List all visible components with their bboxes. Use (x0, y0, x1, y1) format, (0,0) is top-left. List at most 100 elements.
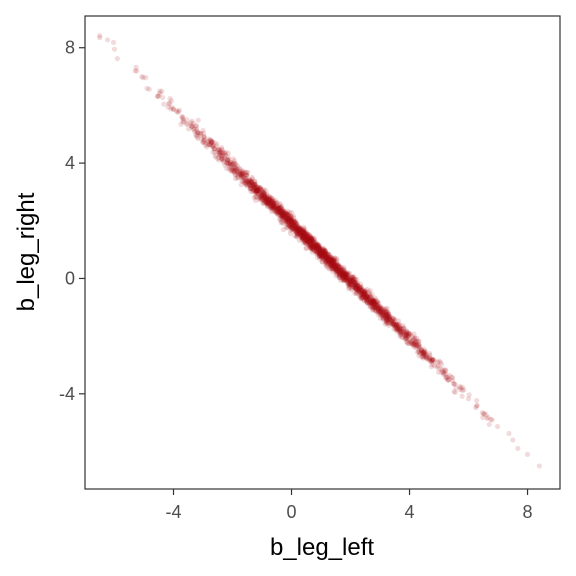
data-point (262, 196, 268, 202)
data-point (306, 235, 312, 241)
data-point (252, 178, 258, 184)
data-point (371, 298, 377, 304)
data-point (392, 323, 398, 329)
data-point (335, 266, 341, 272)
data-point (382, 309, 389, 315)
data-point (388, 317, 394, 324)
data-point (278, 205, 284, 211)
data-point (369, 301, 376, 307)
data-point (344, 270, 350, 276)
data-point (289, 225, 295, 231)
data-point (198, 130, 204, 137)
data-point (282, 215, 288, 221)
data-point (377, 311, 383, 317)
data-point (322, 247, 328, 254)
data-point (449, 377, 456, 383)
data-point (319, 250, 325, 257)
data-point (287, 223, 293, 229)
data-point (319, 249, 325, 255)
data-point (406, 331, 412, 337)
data-point (243, 177, 249, 183)
data-point (281, 208, 287, 214)
data-point (315, 248, 322, 254)
data-point (411, 342, 417, 348)
data-point (410, 335, 417, 341)
data-point (384, 309, 390, 315)
data-point (447, 372, 453, 379)
data-point (366, 297, 372, 303)
data-point (259, 192, 266, 199)
data-point (429, 357, 435, 363)
data-point (312, 244, 319, 250)
data-point (331, 259, 337, 265)
data-point (422, 349, 428, 355)
data-point (414, 338, 420, 344)
data-point (370, 304, 376, 311)
data-point (207, 141, 213, 148)
data-point (329, 262, 335, 268)
data-point (302, 238, 308, 244)
data-point (395, 326, 401, 333)
data-point (406, 330, 412, 336)
data-point (403, 332, 410, 338)
data-point (352, 290, 358, 296)
data-point (290, 219, 296, 225)
data-point (366, 291, 372, 297)
data-point (352, 285, 359, 291)
data-point (327, 257, 334, 263)
data-point (340, 275, 346, 281)
data-point (358, 296, 364, 302)
data-point (270, 201, 276, 207)
data-point (321, 247, 327, 254)
data-point (325, 255, 331, 261)
data-point (427, 355, 433, 362)
data-point (389, 317, 395, 323)
data-point (385, 317, 391, 323)
data-point (206, 142, 213, 148)
data-point (402, 336, 408, 342)
data-point (273, 203, 280, 209)
data-point (325, 251, 332, 257)
data-point (411, 344, 417, 350)
data-point (389, 320, 395, 326)
data-point (325, 256, 331, 262)
data-point (349, 274, 355, 280)
data-point (300, 231, 307, 237)
data-point (333, 263, 340, 269)
data-point (300, 230, 306, 236)
data-point (305, 235, 311, 241)
data-point (193, 123, 199, 129)
data-point (291, 215, 297, 221)
data-point (362, 288, 368, 294)
data-point (485, 414, 491, 420)
data-point (208, 140, 214, 146)
data-point (286, 215, 292, 221)
data-point (303, 236, 309, 243)
data-point (246, 179, 253, 185)
data-point (376, 309, 382, 315)
data-point (250, 183, 256, 189)
data-point (157, 88, 163, 94)
data-point (237, 168, 243, 174)
data-point (345, 281, 351, 287)
data-point (356, 288, 362, 294)
data-point (381, 313, 388, 319)
data-point (420, 350, 426, 356)
data-point (313, 247, 320, 253)
data-point (391, 322, 397, 329)
data-point (314, 251, 320, 257)
data-point (348, 278, 354, 284)
data-point (321, 252, 327, 258)
data-point (366, 289, 372, 295)
data-point (332, 265, 338, 272)
data-point (288, 221, 294, 228)
data-point (294, 230, 300, 237)
data-point (422, 350, 428, 356)
data-point (328, 261, 334, 268)
data-point (393, 322, 399, 328)
data-point (201, 139, 207, 145)
data-point (295, 231, 301, 238)
data-point (114, 56, 120, 62)
data-point (220, 152, 226, 158)
data-point (247, 178, 253, 184)
